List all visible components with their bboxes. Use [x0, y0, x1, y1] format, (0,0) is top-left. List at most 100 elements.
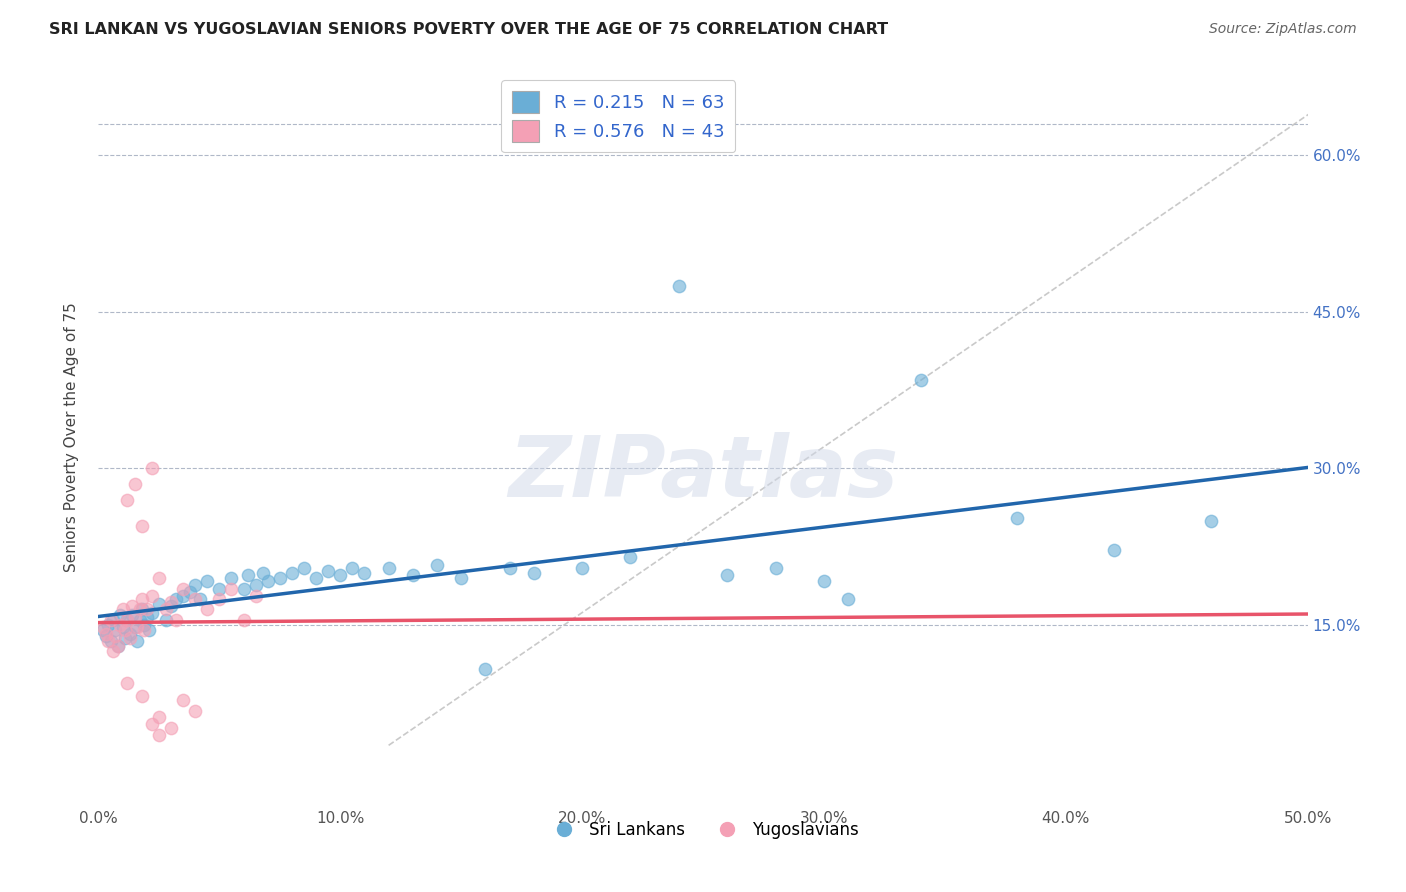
- Point: [134, 618, 156, 632]
- Point: [118, 626, 141, 640]
- Point: [179, 584, 201, 599]
- Point: [124, 477, 146, 491]
- Point: [108, 607, 131, 622]
- Point: [523, 566, 546, 580]
- Point: [117, 675, 139, 690]
- Point: [188, 592, 211, 607]
- Point: [155, 613, 177, 627]
- Point: [184, 578, 207, 592]
- Point: [165, 592, 187, 607]
- Point: [765, 560, 787, 574]
- Point: [155, 602, 177, 616]
- Point: [148, 597, 170, 611]
- Point: [172, 693, 194, 707]
- Point: [316, 564, 339, 578]
- Point: [668, 278, 690, 293]
- Text: Source: ZipAtlas.com: Source: ZipAtlas.com: [1209, 22, 1357, 37]
- Point: [148, 728, 170, 742]
- Point: [114, 624, 136, 638]
- Point: [118, 631, 141, 645]
- Point: [94, 629, 117, 643]
- Point: [114, 631, 136, 645]
- Point: [117, 613, 139, 627]
- Point: [141, 461, 163, 475]
- Point: [127, 633, 149, 648]
- Point: [128, 613, 150, 627]
- Point: [292, 560, 315, 574]
- Legend: Sri Lankans, Yugoslavians: Sri Lankans, Yugoslavians: [541, 814, 865, 846]
- Point: [141, 589, 163, 603]
- Point: [256, 574, 278, 589]
- Point: [131, 592, 153, 607]
- Point: [117, 492, 139, 507]
- Point: [245, 589, 267, 603]
- Point: [124, 620, 146, 634]
- Point: [131, 690, 153, 704]
- Point: [450, 571, 472, 585]
- Point: [141, 717, 163, 731]
- Point: [135, 602, 157, 616]
- Point: [107, 639, 129, 653]
- Point: [101, 644, 124, 658]
- Point: [131, 602, 153, 616]
- Point: [160, 721, 183, 735]
- Point: [160, 599, 183, 614]
- Point: [94, 626, 117, 640]
- Point: [121, 607, 143, 622]
- Point: [165, 613, 187, 627]
- Point: [100, 613, 122, 627]
- Point: [172, 589, 194, 603]
- Point: [148, 710, 170, 724]
- Point: [426, 558, 449, 572]
- Point: [221, 571, 243, 585]
- Point: [619, 550, 641, 565]
- Point: [141, 606, 163, 620]
- Point: [813, 574, 835, 589]
- Point: [910, 373, 932, 387]
- Point: [195, 574, 218, 589]
- Y-axis label: Seniors Poverty Over the Age of 75: Seniors Poverty Over the Age of 75: [65, 302, 79, 572]
- Point: [232, 613, 254, 627]
- Point: [111, 620, 134, 634]
- Point: [245, 578, 267, 592]
- Point: [127, 620, 149, 634]
- Point: [100, 633, 122, 648]
- Point: [121, 599, 143, 614]
- Point: [1199, 514, 1222, 528]
- Point: [184, 704, 207, 718]
- Point: [269, 571, 291, 585]
- Point: [716, 568, 738, 582]
- Point: [97, 633, 120, 648]
- Point: [91, 620, 114, 634]
- Point: [837, 592, 859, 607]
- Point: [238, 568, 260, 582]
- Point: [329, 568, 352, 582]
- Point: [117, 613, 139, 627]
- Point: [232, 582, 254, 596]
- Point: [208, 582, 231, 596]
- Point: [138, 624, 160, 638]
- Point: [353, 566, 375, 580]
- Text: SRI LANKAN VS YUGOSLAVIAN SENIORS POVERTY OVER THE AGE OF 75 CORRELATION CHART: SRI LANKAN VS YUGOSLAVIAN SENIORS POVERT…: [49, 22, 889, 37]
- Point: [402, 568, 425, 582]
- Text: ZIPatlas: ZIPatlas: [508, 432, 898, 516]
- Point: [104, 624, 127, 638]
- Point: [104, 629, 127, 643]
- Point: [107, 639, 129, 653]
- Point: [108, 618, 131, 632]
- Point: [221, 582, 243, 596]
- Point: [131, 519, 153, 533]
- Point: [342, 560, 364, 574]
- Point: [134, 624, 156, 638]
- Point: [571, 560, 593, 574]
- Point: [128, 602, 150, 616]
- Point: [208, 592, 231, 607]
- Point: [1007, 510, 1029, 524]
- Point: [1102, 543, 1125, 558]
- Point: [305, 571, 328, 585]
- Point: [91, 624, 114, 638]
- Point: [281, 566, 304, 580]
- Point: [111, 602, 134, 616]
- Point: [195, 602, 218, 616]
- Point: [377, 560, 399, 574]
